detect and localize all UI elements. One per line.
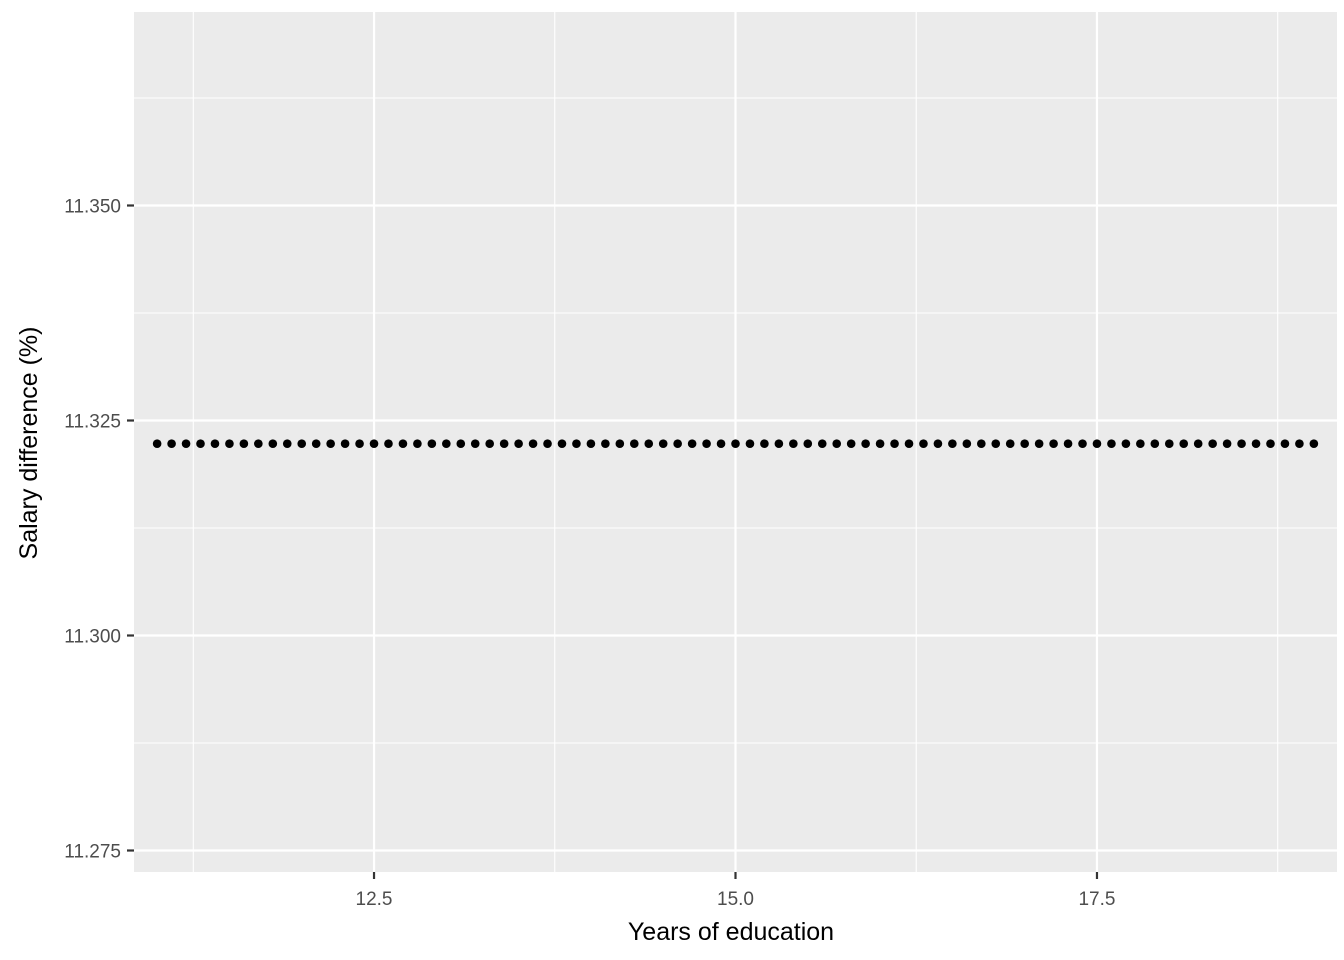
data-point bbox=[1280, 439, 1290, 449]
data-point bbox=[514, 439, 523, 449]
data-point bbox=[210, 439, 220, 449]
data-point bbox=[586, 439, 596, 449]
x-tick-label: 15.0 bbox=[717, 889, 754, 910]
data-point bbox=[427, 439, 437, 449]
data-point bbox=[861, 439, 870, 449]
data-point bbox=[1208, 439, 1217, 449]
data-point bbox=[1309, 439, 1319, 449]
x-tick-label: 12.5 bbox=[356, 889, 393, 910]
data-point bbox=[1251, 439, 1261, 449]
y-tick-label: 11.275 bbox=[64, 842, 121, 863]
data-point bbox=[629, 439, 639, 449]
data-point bbox=[442, 439, 451, 449]
data-point bbox=[239, 439, 249, 449]
data-point bbox=[832, 439, 842, 449]
x-axis-title: Years of education bbox=[628, 918, 834, 946]
data-point bbox=[1078, 439, 1087, 449]
data-point bbox=[384, 439, 393, 449]
data-point bbox=[167, 439, 176, 449]
data-point bbox=[470, 439, 480, 449]
data-point bbox=[1295, 439, 1304, 449]
data-point bbox=[1092, 439, 1102, 449]
data-point bbox=[181, 439, 191, 449]
data-point bbox=[268, 439, 278, 449]
data-point bbox=[1193, 439, 1203, 449]
data-point bbox=[340, 439, 350, 449]
data-point bbox=[282, 439, 292, 449]
data-point bbox=[702, 439, 711, 449]
data-point bbox=[311, 439, 321, 449]
data-point bbox=[673, 439, 682, 449]
data-point bbox=[543, 439, 552, 449]
data-point bbox=[196, 439, 205, 449]
data-point bbox=[789, 439, 798, 449]
data-point bbox=[557, 439, 567, 449]
data-point bbox=[499, 439, 509, 449]
x-axis: 12.5 15.0 17.5 bbox=[356, 872, 1115, 910]
data-point bbox=[817, 439, 827, 449]
y-axis: 11.275 11.300 11.325 11.350 bbox=[64, 197, 134, 863]
data-point bbox=[658, 439, 668, 449]
data-point bbox=[1005, 439, 1015, 449]
data-point bbox=[890, 439, 899, 449]
data-point bbox=[1164, 439, 1174, 449]
data-point bbox=[948, 439, 957, 449]
data-point bbox=[933, 439, 943, 449]
data-point bbox=[456, 439, 466, 449]
data-point bbox=[615, 439, 625, 449]
data-point bbox=[962, 439, 972, 449]
data-point bbox=[1136, 439, 1145, 449]
y-tick-label: 11.300 bbox=[64, 627, 121, 648]
data-point bbox=[225, 439, 234, 449]
data-point bbox=[254, 439, 263, 449]
data-point bbox=[687, 439, 697, 449]
data-point bbox=[991, 439, 1001, 449]
data-point bbox=[1121, 439, 1131, 449]
data-point bbox=[1237, 439, 1246, 449]
data-point bbox=[875, 439, 885, 449]
data-point bbox=[1049, 439, 1058, 449]
data-point bbox=[326, 439, 335, 449]
y-tick-label: 11.325 bbox=[64, 412, 121, 433]
data-point bbox=[803, 439, 813, 449]
data-point bbox=[1150, 439, 1160, 449]
data-point bbox=[152, 439, 162, 449]
y-tick-label: 11.350 bbox=[64, 197, 121, 218]
data-point bbox=[731, 439, 740, 449]
data-point bbox=[1107, 439, 1116, 449]
data-point bbox=[1179, 439, 1189, 449]
data-point bbox=[572, 439, 581, 449]
data-point bbox=[369, 439, 379, 449]
x-tick-label: 17.5 bbox=[1078, 889, 1115, 910]
data-point bbox=[297, 439, 307, 449]
data-point bbox=[528, 439, 538, 449]
data-point bbox=[1063, 439, 1073, 449]
data-point bbox=[846, 439, 856, 449]
data-point bbox=[1222, 439, 1232, 449]
data-point bbox=[1034, 439, 1044, 449]
data-point bbox=[398, 439, 408, 449]
data-point bbox=[1020, 439, 1029, 449]
data-point bbox=[413, 439, 422, 449]
data-point bbox=[601, 439, 610, 449]
data-point bbox=[919, 439, 928, 449]
data-point bbox=[977, 439, 986, 449]
data-point bbox=[644, 439, 654, 449]
data-point bbox=[904, 439, 914, 449]
data-point bbox=[774, 439, 784, 449]
data-point bbox=[716, 439, 726, 449]
data-points bbox=[152, 439, 1319, 449]
data-point bbox=[485, 439, 494, 449]
data-point bbox=[1266, 439, 1275, 449]
data-point bbox=[745, 439, 755, 449]
y-axis-title: Salary difference (%) bbox=[15, 327, 43, 560]
data-point bbox=[760, 439, 769, 449]
data-point bbox=[355, 439, 364, 449]
